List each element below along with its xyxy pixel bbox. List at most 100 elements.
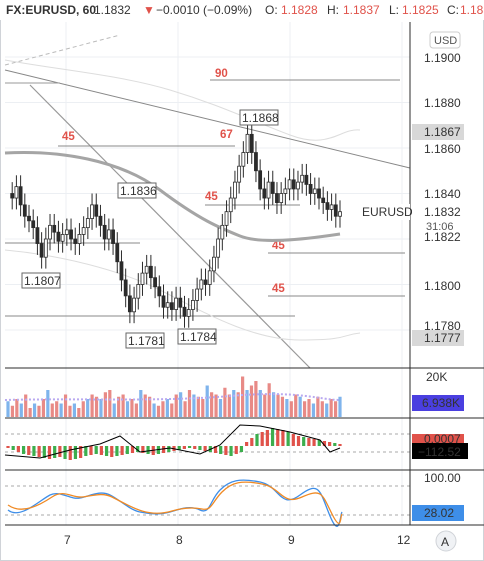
volume-bar-62 bbox=[280, 396, 285, 417]
candle-body-15 bbox=[69, 229, 73, 240]
callout-3: 1.1784 bbox=[180, 330, 217, 344]
macd-hist-63 bbox=[333, 443, 337, 446]
volume-bar-8 bbox=[41, 399, 46, 417]
macd-hist-35 bbox=[187, 446, 192, 448]
volume-value: 6.938K bbox=[422, 396, 460, 410]
candle-body-62 bbox=[266, 181, 271, 199]
auto-scale-button[interactable] bbox=[435, 530, 457, 552]
macd-hist-41 bbox=[219, 446, 223, 454]
candle-body-78 bbox=[333, 204, 338, 217]
macd-hist-17 bbox=[94, 446, 98, 454]
volume-bar-18 bbox=[86, 399, 90, 417]
macd-pane[interactable] bbox=[4, 424, 410, 460]
candle-body-38 bbox=[165, 302, 170, 308]
macd-hist-22 bbox=[120, 446, 124, 455]
header-h-value: 1.1837 bbox=[343, 3, 380, 17]
stochastic-pane[interactable] bbox=[5, 479, 410, 527]
volume-bar-34 bbox=[156, 405, 161, 417]
macd-hist-50 bbox=[265, 430, 269, 446]
volume-bar-35 bbox=[161, 401, 165, 417]
volume-bar-14 bbox=[68, 405, 72, 417]
macd-hist-52 bbox=[276, 429, 280, 446]
volume-bar-28 bbox=[130, 399, 134, 417]
candle-body-2 bbox=[14, 186, 19, 199]
candle-body-60 bbox=[258, 170, 263, 190]
macd-hist-2 bbox=[16, 446, 20, 452]
candle-body-63 bbox=[270, 181, 275, 194]
price-pane[interactable]: 90 67 45 45 45 45 1.1836 1.1807 1.1781 1.1784 1.18… bbox=[4, 22, 411, 525]
candle-body-10 bbox=[48, 224, 52, 240]
header-c-label: C: bbox=[447, 3, 459, 17]
candle-body-5 bbox=[27, 215, 31, 222]
x-tick-1: 8 bbox=[176, 533, 183, 547]
volume-bar-10 bbox=[50, 403, 54, 417]
macd-hist-4 bbox=[27, 446, 31, 455]
volume-bar-9 bbox=[46, 390, 50, 417]
candle-body-18 bbox=[81, 227, 86, 235]
candle-body-68 bbox=[291, 179, 296, 190]
volume-bar-23 bbox=[108, 390, 112, 417]
macd-hist-54 bbox=[286, 432, 290, 446]
header-l-value: 1.1825 bbox=[402, 3, 439, 17]
candle-body-53 bbox=[228, 197, 233, 213]
volume-bar-59 bbox=[267, 383, 271, 417]
volume-axis-label: 20K bbox=[426, 370, 447, 384]
volume-bar-43 bbox=[196, 396, 200, 417]
macd-hist-58 bbox=[307, 438, 311, 446]
header-symbol: FX:EURUSD, 60 bbox=[6, 3, 96, 17]
tag-1.1777: 1.1777 bbox=[424, 331, 461, 345]
candle-body-29 bbox=[127, 295, 132, 313]
volume-bar-57 bbox=[258, 390, 262, 417]
candle-body-42 bbox=[182, 306, 187, 317]
volume-bar-22 bbox=[103, 392, 107, 417]
tag-1.1777-box bbox=[412, 330, 464, 346]
macd-hist-33 bbox=[177, 446, 181, 450]
moving-average-slow bbox=[4, 151, 341, 242]
candle-body-19 bbox=[85, 218, 90, 229]
volume-bar-73 bbox=[329, 399, 333, 417]
volume-bar-50 bbox=[227, 394, 231, 417]
volume-bar-51 bbox=[232, 390, 236, 417]
header-l-label: L: bbox=[389, 3, 399, 17]
candle-body-11 bbox=[52, 224, 57, 233]
macd-hist-44 bbox=[234, 446, 238, 454]
macd-hist-19 bbox=[104, 446, 109, 456]
macd-hist-24 bbox=[130, 446, 135, 453]
currency-box[interactable] bbox=[429, 31, 461, 49]
candle-body-8 bbox=[39, 243, 44, 258]
volume-pane[interactable] bbox=[4, 376, 342, 418]
macd-hist-46 bbox=[245, 442, 249, 446]
volume-bar-53 bbox=[241, 376, 245, 417]
candle-body-14 bbox=[64, 229, 69, 235]
header-change: −0.0010 (−0.09%) bbox=[156, 3, 252, 17]
volume-bar-27 bbox=[125, 401, 130, 417]
volume-bar-29 bbox=[134, 403, 138, 417]
volume-bar-61 bbox=[276, 394, 280, 417]
candle-body-6 bbox=[31, 220, 36, 229]
candle-body-20 bbox=[90, 204, 94, 219]
candle-body-31 bbox=[136, 284, 141, 299]
macd-top-value: 0.0007 bbox=[424, 432, 461, 446]
volume-bar-36 bbox=[165, 399, 169, 417]
trendline-upper bbox=[4, 69, 411, 169]
header-c-value: 1.183 bbox=[460, 3, 484, 17]
candle-body-55 bbox=[237, 165, 242, 183]
macd-hist-53 bbox=[281, 430, 285, 446]
volume-bar-39 bbox=[179, 392, 183, 417]
volume-bar-15 bbox=[72, 403, 76, 417]
macd-hist-21 bbox=[115, 446, 119, 456]
candle-body-4 bbox=[22, 204, 27, 217]
fib-label-2: 45 bbox=[62, 131, 75, 143]
auto-scale-label: A bbox=[441, 535, 449, 549]
price-tag: 1.1832 bbox=[424, 205, 461, 219]
volume-bar-0 bbox=[6, 401, 10, 417]
macd-hist-1 bbox=[11, 446, 15, 450]
x-tick-3: 12 bbox=[397, 533, 411, 547]
volume-bar-2 bbox=[15, 399, 19, 417]
stoch-value-box bbox=[412, 505, 464, 521]
macd-hist-38 bbox=[203, 446, 207, 451]
volume-bar-30 bbox=[139, 390, 143, 417]
volume-bar-5 bbox=[28, 408, 32, 417]
candle-body-23 bbox=[102, 224, 107, 240]
macd-hist-20 bbox=[110, 446, 114, 457]
